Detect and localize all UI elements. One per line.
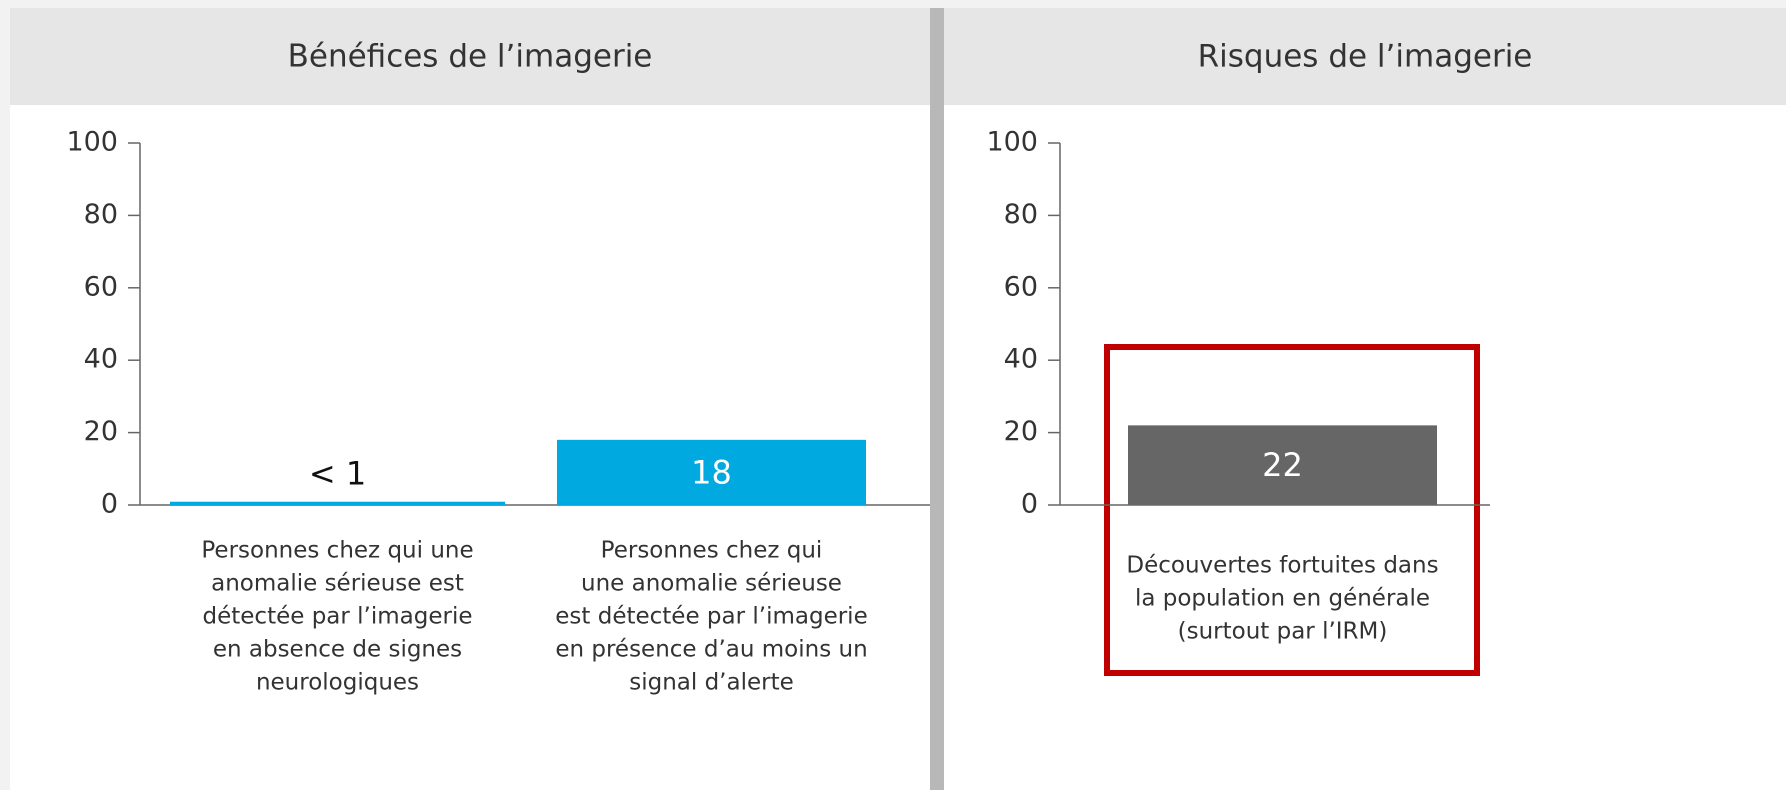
x-tick-label: neurologiques (256, 670, 419, 696)
y-tick-label: 40 (84, 344, 118, 375)
x-tick-label: signal d’alerte (629, 670, 794, 696)
panel-divider (930, 8, 944, 790)
y-tick-label: 100 (986, 127, 1038, 158)
x-tick-label: détectée par l’imagerie (203, 604, 473, 630)
bar (557, 439, 866, 505)
value-label: 18 (691, 453, 732, 491)
y-tick-label: 80 (84, 199, 118, 230)
y-tick-label: 0 (1021, 489, 1038, 520)
panel-header (944, 8, 1786, 105)
value-label: < 1 (309, 455, 366, 493)
y-tick-label: 100 (66, 127, 118, 158)
y-tick-label: 0 (101, 489, 118, 520)
y-tick-label: 60 (1004, 271, 1038, 302)
y-tick-label: 20 (84, 416, 118, 447)
y-tick-label: 20 (1004, 416, 1038, 447)
bar (170, 501, 505, 506)
x-tick-label: anomalie sérieuse est (211, 571, 464, 597)
panel (10, 8, 930, 790)
x-tick-label: Personnes chez qui (601, 538, 823, 564)
chart-title: Risques de l’imagerie (1198, 39, 1533, 75)
x-tick-label: Personnes chez qui une (201, 538, 473, 564)
panel-header (10, 8, 930, 105)
panel (944, 8, 1786, 790)
x-tick-label: la population en générale (1135, 586, 1430, 612)
x-tick-label: Découvertes fortuites dans (1126, 553, 1438, 579)
highlight-box (1104, 344, 1480, 676)
x-tick-label: est détectée par l’imagerie (555, 604, 867, 630)
y-tick-label: 60 (84, 271, 118, 302)
x-tick-label: en absence de signes (213, 637, 462, 663)
bar (1128, 425, 1437, 505)
value-label: 22 (1262, 446, 1303, 484)
y-tick-label: 40 (1004, 344, 1038, 375)
x-tick-label: une anomalie sérieuse (581, 571, 842, 597)
x-tick-label: en présence d’au moins un (555, 637, 867, 663)
y-tick-label: 80 (1004, 199, 1038, 230)
chart-title: Bénéfices de l’imagerie (288, 39, 653, 75)
x-tick-label: (surtout par l’IRM) (1178, 619, 1388, 645)
